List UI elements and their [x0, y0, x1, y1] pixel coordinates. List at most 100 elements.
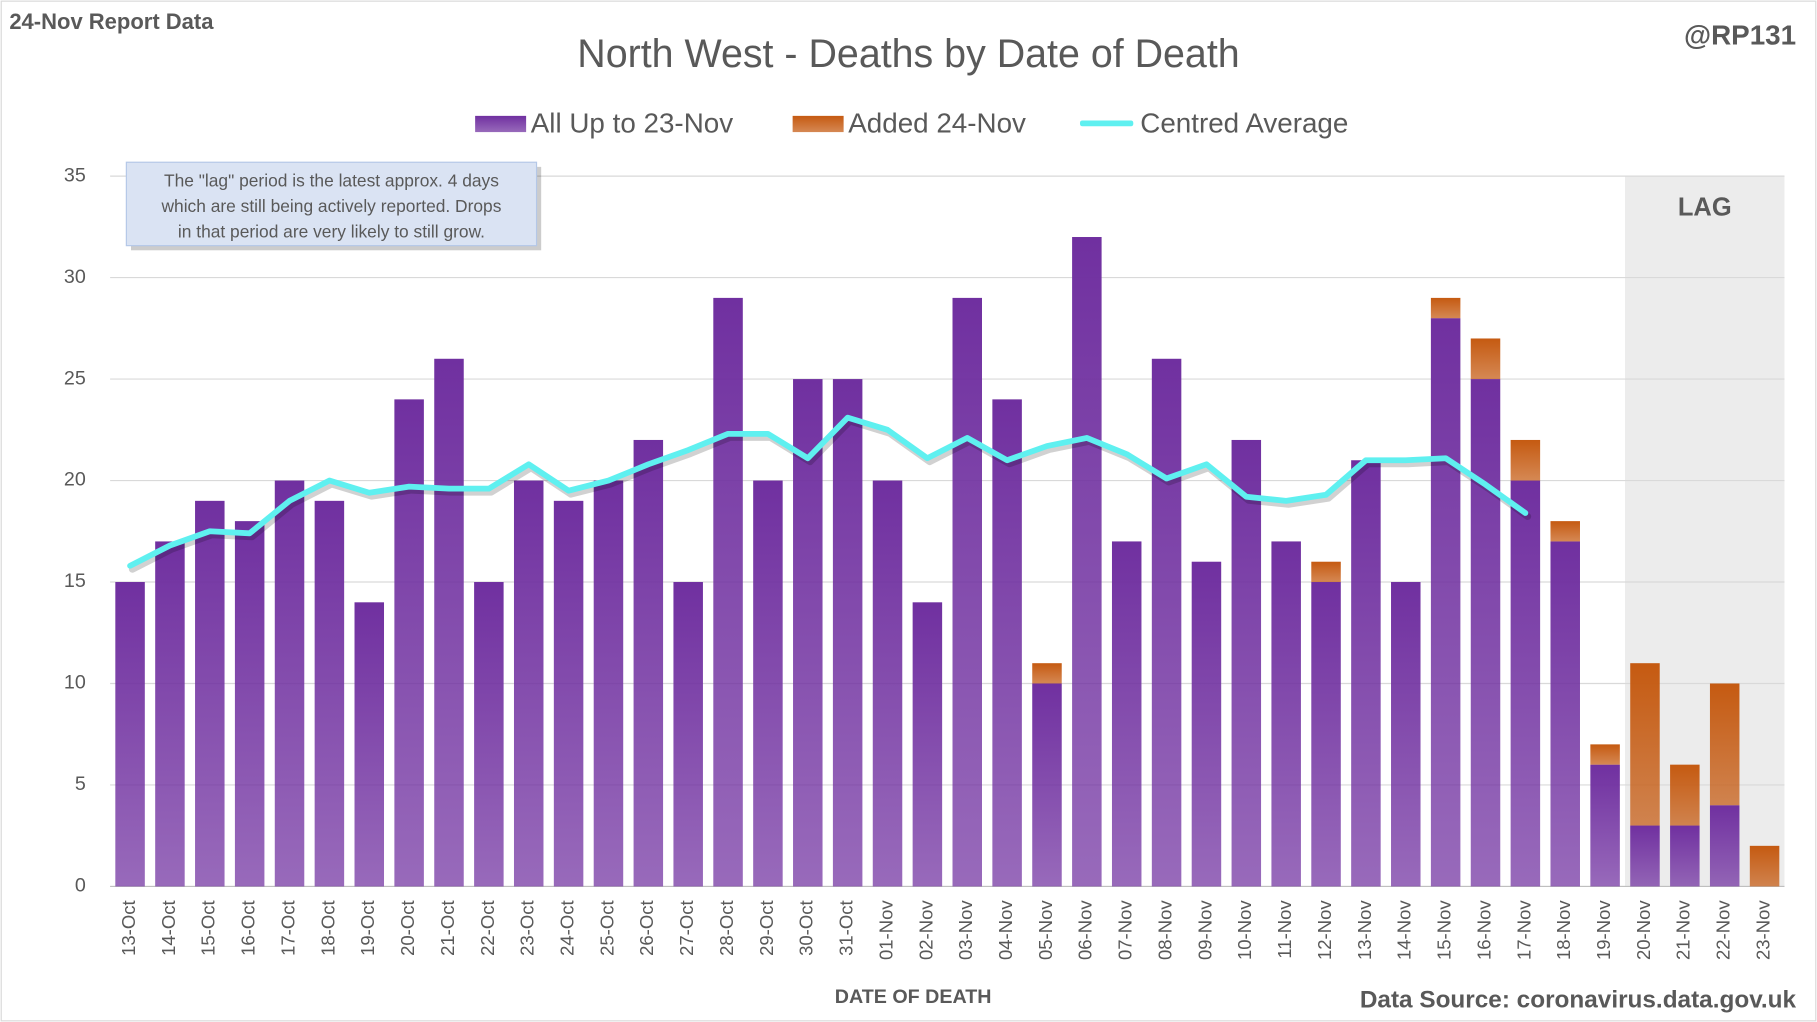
x-tick-label: 23-Nov: [1752, 900, 1773, 960]
y-tick-label: 30: [64, 266, 86, 288]
bar: [115, 582, 145, 887]
x-axis-label: DATE OF DEATH: [835, 986, 992, 1008]
bar: [912, 602, 943, 887]
bar: [434, 358, 464, 887]
x-tick-label: 16-Nov: [1473, 900, 1494, 960]
bar: [1630, 825, 1660, 887]
x-tick-label: 13-Oct: [118, 899, 139, 955]
bar: [1630, 663, 1660, 826]
bar: [1072, 237, 1102, 887]
x-tick-label: 16-Oct: [238, 899, 259, 955]
bar: [474, 582, 504, 887]
x-tick-label: 20-Oct: [397, 899, 418, 955]
y-tick-label: 35: [64, 164, 86, 186]
x-tick-label: 28-Oct: [716, 899, 737, 955]
bar: [354, 602, 385, 887]
x-tick-label: 20-Nov: [1633, 900, 1654, 960]
legend-swatch: [1079, 120, 1134, 127]
annotation-text: in that period are very likely to still …: [178, 221, 485, 241]
bar: [1590, 764, 1620, 887]
bar: [1470, 379, 1501, 887]
bar: [952, 297, 983, 887]
bar: [633, 439, 664, 887]
bar: [155, 541, 185, 887]
bar: [1271, 541, 1301, 887]
x-tick-label: 24-Oct: [556, 899, 577, 955]
x-tick-label: 11-Nov: [1274, 900, 1295, 959]
bar: [1550, 541, 1580, 887]
x-tick-label: 03-Nov: [955, 900, 976, 960]
y-tick-label: 20: [64, 469, 86, 491]
x-tick-label: 29-Oct: [756, 899, 777, 955]
annotation-box: [125, 161, 538, 247]
bar: [553, 500, 584, 887]
x-tick-label: 18-Nov: [1553, 900, 1574, 960]
x-tick-label: 30-Oct: [796, 899, 817, 955]
lag-label: LAG: [1678, 193, 1732, 221]
x-tick-label: 12-Nov: [1314, 900, 1335, 960]
x-tick-label: 02-Nov: [915, 900, 936, 960]
x-tick-label: 14-Oct: [158, 899, 179, 955]
bar: [673, 582, 703, 887]
x-tick-label: 22-Oct: [477, 899, 498, 955]
legend-label: Centred Average: [1140, 107, 1348, 138]
x-tick-label: 01-Nov: [875, 900, 896, 960]
x-tick-label: 27-Oct: [676, 899, 697, 955]
x-tick-label: 06-Nov: [1075, 900, 1096, 960]
line: [127, 414, 1529, 569]
bar: [394, 399, 424, 887]
x-tick-label: 07-Nov: [1115, 900, 1136, 960]
bar: [1032, 663, 1062, 684]
bar: [1151, 358, 1182, 887]
bar: [1510, 480, 1541, 887]
x-tick-label: 17-Oct: [277, 899, 298, 955]
annotation-text: which are still being actively reported.…: [160, 196, 501, 216]
bar: [793, 379, 823, 887]
bar: [1709, 683, 1740, 806]
x-tick-label: 31-Oct: [836, 899, 857, 955]
legend-swatch: [792, 115, 844, 133]
bar: [1709, 805, 1740, 887]
x-tick-label: 15-Nov: [1434, 900, 1455, 960]
bar: [832, 379, 863, 887]
x-tick-label: 10-Nov: [1234, 900, 1255, 960]
report-label: 24-Nov Report Data: [9, 9, 214, 34]
bar: [195, 500, 225, 887]
bar: [274, 480, 305, 887]
x-tick-label: 15-Oct: [198, 899, 219, 955]
x-tick-label: 17-Nov: [1513, 900, 1534, 960]
bar: [713, 297, 743, 887]
bar: [1191, 561, 1222, 887]
bar: [1111, 541, 1142, 887]
bar: [1430, 297, 1461, 319]
x-tick-label: 23-Oct: [517, 899, 538, 955]
x-tick-label: 19-Nov: [1593, 900, 1614, 960]
bar: [1510, 439, 1541, 481]
source: Data Source: coronavirus.data.gov.uk: [1360, 987, 1797, 1014]
y-tick-label: 5: [75, 773, 86, 795]
x-tick-label: 18-Oct: [317, 899, 338, 955]
bar: [513, 480, 544, 887]
legend-swatch: [475, 115, 527, 133]
x-tick-label: 22-Nov: [1713, 900, 1734, 960]
x-tick-label: 08-Nov: [1154, 900, 1175, 960]
x-tick-label: 09-Nov: [1194, 900, 1215, 960]
bar: [593, 480, 624, 887]
y-tick-label: 10: [64, 672, 86, 694]
author: @RP131: [1684, 19, 1796, 50]
bar: [1590, 744, 1620, 765]
legend-label: Added 24-Nov: [848, 107, 1026, 138]
legend-label: All Up to 23-Nov: [531, 107, 733, 138]
annotation-text: The "lag" period is the latest approx. 4…: [164, 171, 499, 191]
x-tick-label: 21-Oct: [437, 899, 458, 955]
bar: [1231, 439, 1262, 887]
y-tick-label: 25: [64, 367, 86, 389]
y-tick-label: 0: [75, 875, 86, 897]
bar: [1311, 582, 1341, 887]
bar: [1032, 683, 1062, 887]
y-tick-label: 15: [64, 570, 86, 592]
bar: [1670, 825, 1700, 887]
bar: [1351, 460, 1381, 887]
x-tick-label: 26-Oct: [636, 899, 657, 955]
